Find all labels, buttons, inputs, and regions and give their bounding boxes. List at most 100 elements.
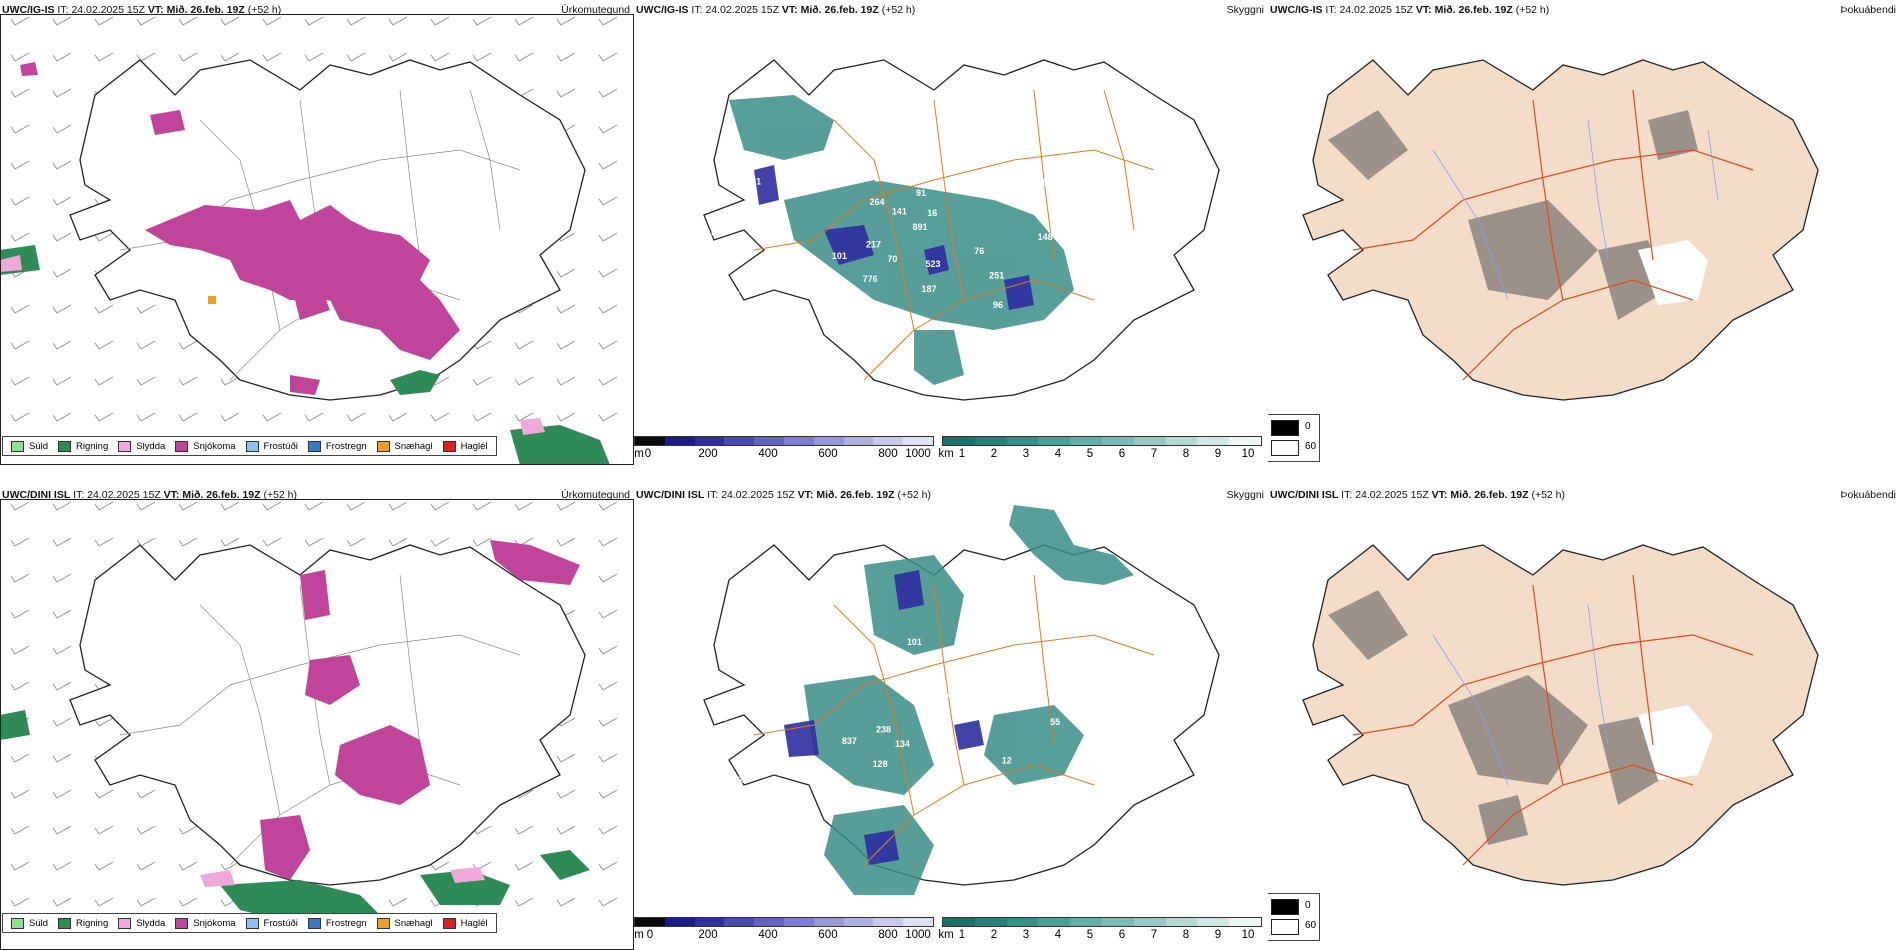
- colorbar-bin: [724, 918, 755, 926]
- wind-barb: [94, 861, 114, 871]
- ceiling-value-label: 776: [863, 274, 878, 284]
- ceiling-value-label: 62: [737, 775, 747, 785]
- tick-label: 600: [818, 929, 838, 941]
- product-name: Skyggni: [1226, 489, 1264, 501]
- it-label: IT:: [73, 489, 85, 501]
- legend-label: Rigning: [76, 440, 109, 452]
- colorbar-bin: [1197, 437, 1230, 445]
- wind-barb: [598, 537, 618, 547]
- wind-barb: [598, 753, 618, 763]
- wind-barb: [514, 376, 534, 386]
- colorbar-strip: [942, 917, 1262, 927]
- wind-barb: [178, 537, 198, 547]
- wind-barb: [94, 16, 114, 26]
- ceiling-value-label: 141: [892, 207, 907, 217]
- wind-barb: [598, 861, 618, 871]
- colorbar-bin: [1165, 437, 1198, 445]
- ceiling-value-label: 17: [1068, 259, 1078, 269]
- colorbar-bin: [1133, 437, 1166, 445]
- wind-barb: [178, 16, 198, 26]
- wind-barb: [10, 52, 30, 62]
- colorbar-bin: [943, 918, 975, 926]
- wind-barb: [430, 537, 450, 547]
- ceiling-value-label: 131: [667, 276, 682, 286]
- panel-header: UWC/IG-IS IT: 24.02.2025 15Z VT: Mið. 26…: [1270, 4, 1896, 20]
- road-network: [1352, 89, 1754, 381]
- swatch: [11, 917, 24, 929]
- swatch: [175, 917, 189, 929]
- colorbar-bin: [903, 437, 933, 445]
- wind-barb: [556, 304, 576, 314]
- wind-barb: [136, 376, 156, 386]
- wind-barb: [136, 861, 156, 871]
- wind-barb: [94, 232, 114, 242]
- ceiling-value-label: 157: [778, 687, 793, 697]
- wind-barb: [346, 16, 366, 26]
- legend-item: Haglél: [442, 440, 488, 452]
- valid-time: Mið. 26.feb. 19Z: [166, 4, 245, 16]
- wind-barb: [598, 304, 618, 314]
- snow-areas: [20, 62, 460, 395]
- wind-barb: [262, 412, 282, 422]
- tick-label: 800: [878, 448, 898, 460]
- tick-label: 9: [1214, 929, 1222, 941]
- tick-label: 0: [646, 929, 654, 941]
- colorbar-bin: [1006, 437, 1039, 445]
- colorbar-bin: [974, 918, 1007, 926]
- wind-barb: [52, 861, 72, 871]
- lead-time: (+52 h): [263, 489, 298, 501]
- wind-barb: [52, 52, 72, 62]
- ceiling-value-label: 75: [926, 673, 936, 683]
- road-network: [753, 574, 1155, 866]
- product-name: Skyggni: [1226, 4, 1264, 16]
- colorbar-bin: [1038, 918, 1071, 926]
- legend-label: Haglél: [460, 440, 488, 452]
- legend-item: Frostúði: [245, 440, 298, 452]
- wind-barb: [178, 897, 198, 907]
- wind-barb: [220, 412, 240, 422]
- legend-item: Rigning: [58, 440, 109, 452]
- wind-barb: [10, 88, 30, 98]
- init-time: 24.02.2025 15Z: [1339, 4, 1413, 16]
- tick-label: 3: [1022, 448, 1030, 460]
- wind-barb: [136, 789, 156, 799]
- ceiling-value-label: 96: [1093, 195, 1103, 205]
- colorbar-bin: [1229, 437, 1261, 445]
- wind-barb: [10, 681, 30, 691]
- wind-barb: [304, 537, 324, 547]
- wind-barb: [598, 897, 618, 907]
- tick-label: 6: [1118, 929, 1126, 941]
- wind-barb: [430, 16, 450, 26]
- wind-barb: [556, 52, 576, 62]
- ceiling-value-label: 99: [821, 177, 831, 187]
- wind-barb: [10, 160, 30, 170]
- fog-swatch-white: [1271, 440, 1299, 456]
- visibility-colorbar: km 1 2 3 4 5 6 7 8 9 10: [938, 917, 1262, 949]
- tick-label: 200: [698, 929, 718, 941]
- legend-item: Rigning: [58, 917, 109, 929]
- fog-tick: 60: [1305, 920, 1317, 931]
- colorbar-strip: [942, 436, 1262, 446]
- colorbar-bin: [813, 918, 844, 926]
- fog-swatch-black: [1271, 899, 1299, 915]
- wind-barb: [52, 753, 72, 763]
- road-network: [753, 89, 1155, 381]
- swatch: [245, 440, 259, 452]
- wind-barb: [346, 537, 366, 547]
- wind-barb: [598, 16, 618, 26]
- wind-barb: [94, 897, 114, 907]
- wind-barb: [10, 861, 30, 871]
- cloudbase-colorbar: m 0 200 400 600 800 1000: [634, 436, 934, 465]
- tick-label: 9: [1214, 448, 1222, 460]
- ceiling-labels: 49 837 101 144 30 127 128 04 99 78 75 09 90 147 238 158…: [680, 612, 1115, 795]
- init-time: 24.02.2025 15Z: [1355, 489, 1429, 501]
- legend-label: Rigning: [76, 917, 109, 929]
- wind-barb: [52, 376, 72, 386]
- it-label: IT:: [1341, 489, 1353, 501]
- wind-barb: [346, 52, 366, 62]
- legend-label: Súld: [29, 917, 49, 929]
- ceiling-value-label: 149: [874, 174, 889, 184]
- sleet-areas: [0, 255, 545, 435]
- model-name: UWC/IG-IS: [2, 4, 55, 16]
- wind-barb: [598, 717, 618, 727]
